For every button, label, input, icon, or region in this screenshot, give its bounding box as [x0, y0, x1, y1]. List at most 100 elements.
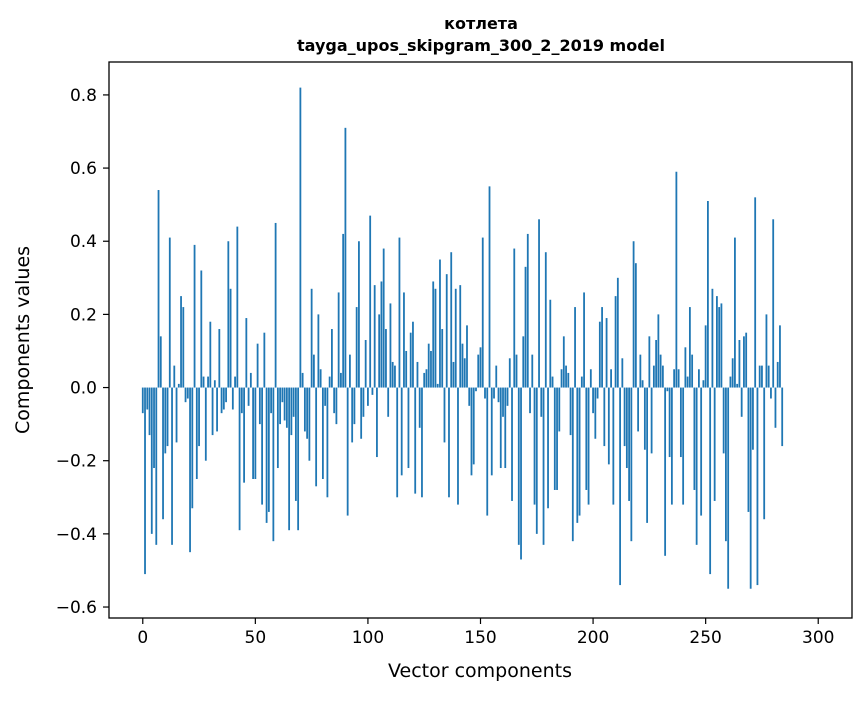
- bar: [315, 387, 318, 487]
- x-axis-label: Vector components: [388, 660, 572, 682]
- x-tick-label: 50: [245, 628, 267, 648]
- bar: [454, 288, 457, 388]
- bar: [634, 263, 637, 388]
- bar: [146, 387, 149, 410]
- bar: [382, 248, 385, 388]
- bar: [738, 340, 741, 388]
- bar: [373, 285, 376, 388]
- bar: [526, 233, 529, 388]
- bar: [754, 197, 757, 388]
- bar: [299, 87, 302, 388]
- y-tick-label: 0.2: [70, 305, 97, 325]
- bar: [400, 387, 403, 476]
- bar: [704, 325, 707, 388]
- bar: [191, 387, 194, 509]
- bar: [463, 358, 466, 388]
- bar: [358, 241, 360, 388]
- bar: [247, 387, 250, 406]
- bar: [743, 336, 745, 388]
- bar: [252, 387, 254, 479]
- y-axis-ticks: −0.6 −0.4 −0.2 0.0 0.2 0.4 0.6 0.8: [56, 86, 109, 618]
- bar: [173, 365, 176, 388]
- bar: [702, 380, 705, 388]
- y-tick-label: 0.0: [70, 379, 97, 399]
- bar: [630, 387, 633, 542]
- bar: [308, 387, 311, 461]
- bar: [569, 387, 572, 436]
- bar: [698, 369, 700, 388]
- bar: [625, 387, 628, 469]
- bar: [497, 387, 500, 403]
- bar: [283, 387, 286, 421]
- bar: [538, 219, 540, 388]
- chart-subtitle: tayga_upos_skipgram_300_2_2019 model: [297, 36, 665, 55]
- bar: [565, 365, 567, 388]
- bar: [331, 329, 333, 388]
- bar: [621, 358, 624, 388]
- bar: [709, 387, 712, 575]
- bar: [333, 387, 336, 414]
- bar: [398, 237, 401, 388]
- bar: [421, 387, 423, 498]
- bar: [731, 358, 734, 388]
- bar: [459, 285, 462, 388]
- bar: [486, 387, 489, 516]
- bar: [592, 387, 594, 414]
- bar: [281, 387, 284, 403]
- bar: [668, 387, 671, 458]
- bar: [231, 387, 234, 410]
- bar: [303, 387, 306, 432]
- bar: [416, 361, 419, 388]
- bar: [175, 387, 178, 443]
- bar: [520, 387, 522, 560]
- bar: [691, 354, 694, 388]
- bar: [670, 387, 673, 505]
- bar: [664, 387, 667, 556]
- bar: [756, 387, 759, 586]
- bar: [407, 387, 410, 469]
- bar: [448, 387, 450, 498]
- bar: [360, 387, 363, 439]
- bar: [351, 387, 354, 443]
- bar: [551, 376, 554, 388]
- bar: [148, 387, 151, 436]
- bar: [216, 387, 218, 432]
- x-axis-ticks: 0 50 100 150 200 250 300: [137, 618, 834, 648]
- bar: [718, 307, 721, 388]
- bar: [342, 233, 345, 388]
- bar: [466, 325, 468, 388]
- bar: [445, 274, 448, 388]
- bar: [184, 387, 187, 403]
- bar: [688, 307, 691, 388]
- bar: [418, 387, 421, 428]
- bar: [166, 387, 169, 447]
- bar: [319, 369, 322, 388]
- bar: [267, 387, 270, 512]
- bar: [781, 387, 784, 447]
- bar-series: [141, 87, 784, 589]
- bar: [556, 387, 558, 490]
- bar: [457, 387, 459, 505]
- bar: [562, 336, 565, 388]
- bar: [587, 387, 590, 505]
- bar: [720, 303, 723, 388]
- bar: [425, 369, 428, 388]
- x-tick-label: 150: [464, 628, 496, 648]
- bar: [506, 387, 509, 406]
- bar: [180, 296, 182, 388]
- bar: [475, 387, 477, 392]
- bar: [238, 387, 241, 531]
- bar: [522, 336, 525, 388]
- bar: [637, 387, 640, 432]
- bar: [340, 372, 342, 388]
- bar: [202, 376, 205, 388]
- x-tick-label: 300: [802, 628, 834, 648]
- bar: [240, 387, 243, 414]
- bar: [209, 321, 212, 388]
- bar: [213, 380, 216, 388]
- bar: [774, 387, 777, 428]
- bar: [481, 237, 484, 388]
- bar: [713, 387, 716, 501]
- bar: [427, 343, 430, 388]
- bar: [222, 387, 225, 410]
